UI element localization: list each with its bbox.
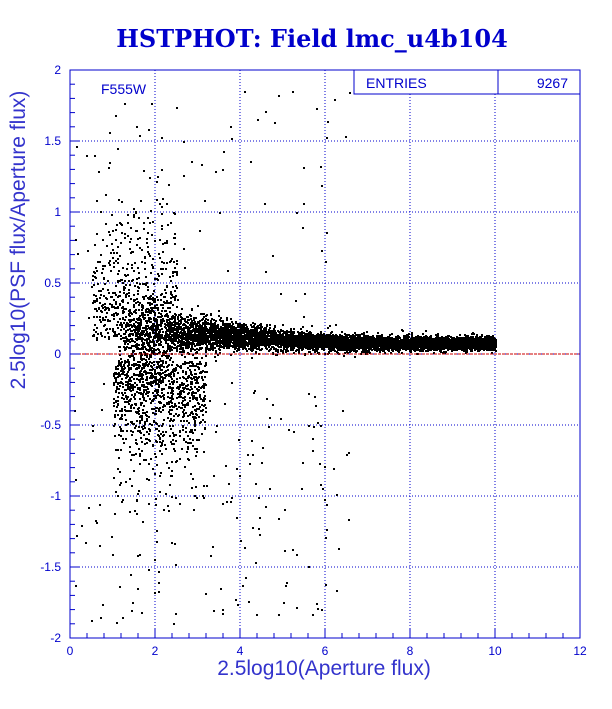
- stats-entries-label: ENTRIES: [366, 75, 427, 91]
- y-tick-label: 0: [54, 347, 61, 361]
- y-tick-labels: -2 -1.5 -1 -0.5 0 0.5 1 1.5 2: [40, 63, 61, 645]
- y-tick-label: -1.5: [40, 560, 61, 574]
- x-tick-label: 8: [407, 644, 414, 658]
- x-tick-labels: 0 2 4 6 8 10 12: [67, 644, 587, 658]
- stats-entries-value: 9267: [537, 75, 568, 91]
- x-axis-label: 2.5log10(Aperture flux): [217, 657, 431, 680]
- y-tick-label: 0.5: [44, 276, 61, 290]
- chart-title: HSTPHOT: Field lmc_u4b104: [116, 24, 508, 53]
- y-tick-label: 1.5: [44, 134, 61, 148]
- data-point-set: [74, 91, 497, 625]
- y-tick-label: -0.5: [40, 418, 61, 432]
- stats-box: ENTRIES 9267: [353, 69, 581, 95]
- x-tick-label: 0: [67, 644, 74, 658]
- y-tick-label: -1: [50, 489, 61, 503]
- data-points: [74, 91, 497, 625]
- x-tick-label: 10: [488, 644, 502, 658]
- y-axis-label: 2.5log10(PSF flux/Aperture flux): [7, 91, 30, 390]
- y-tick-label: -2: [50, 631, 61, 645]
- x-tick-label: 12: [573, 644, 587, 658]
- x-tick-label: 2: [152, 644, 159, 658]
- axis-ticks: [69, 69, 581, 639]
- stats-box-frame: [353, 69, 581, 95]
- x-tick-label: 6: [322, 644, 329, 658]
- y-tick-label: 1: [54, 205, 61, 219]
- filter-annotation: F555W: [101, 81, 147, 97]
- x-tick-label: 4: [237, 644, 244, 658]
- y-tick-label: 2: [54, 63, 61, 77]
